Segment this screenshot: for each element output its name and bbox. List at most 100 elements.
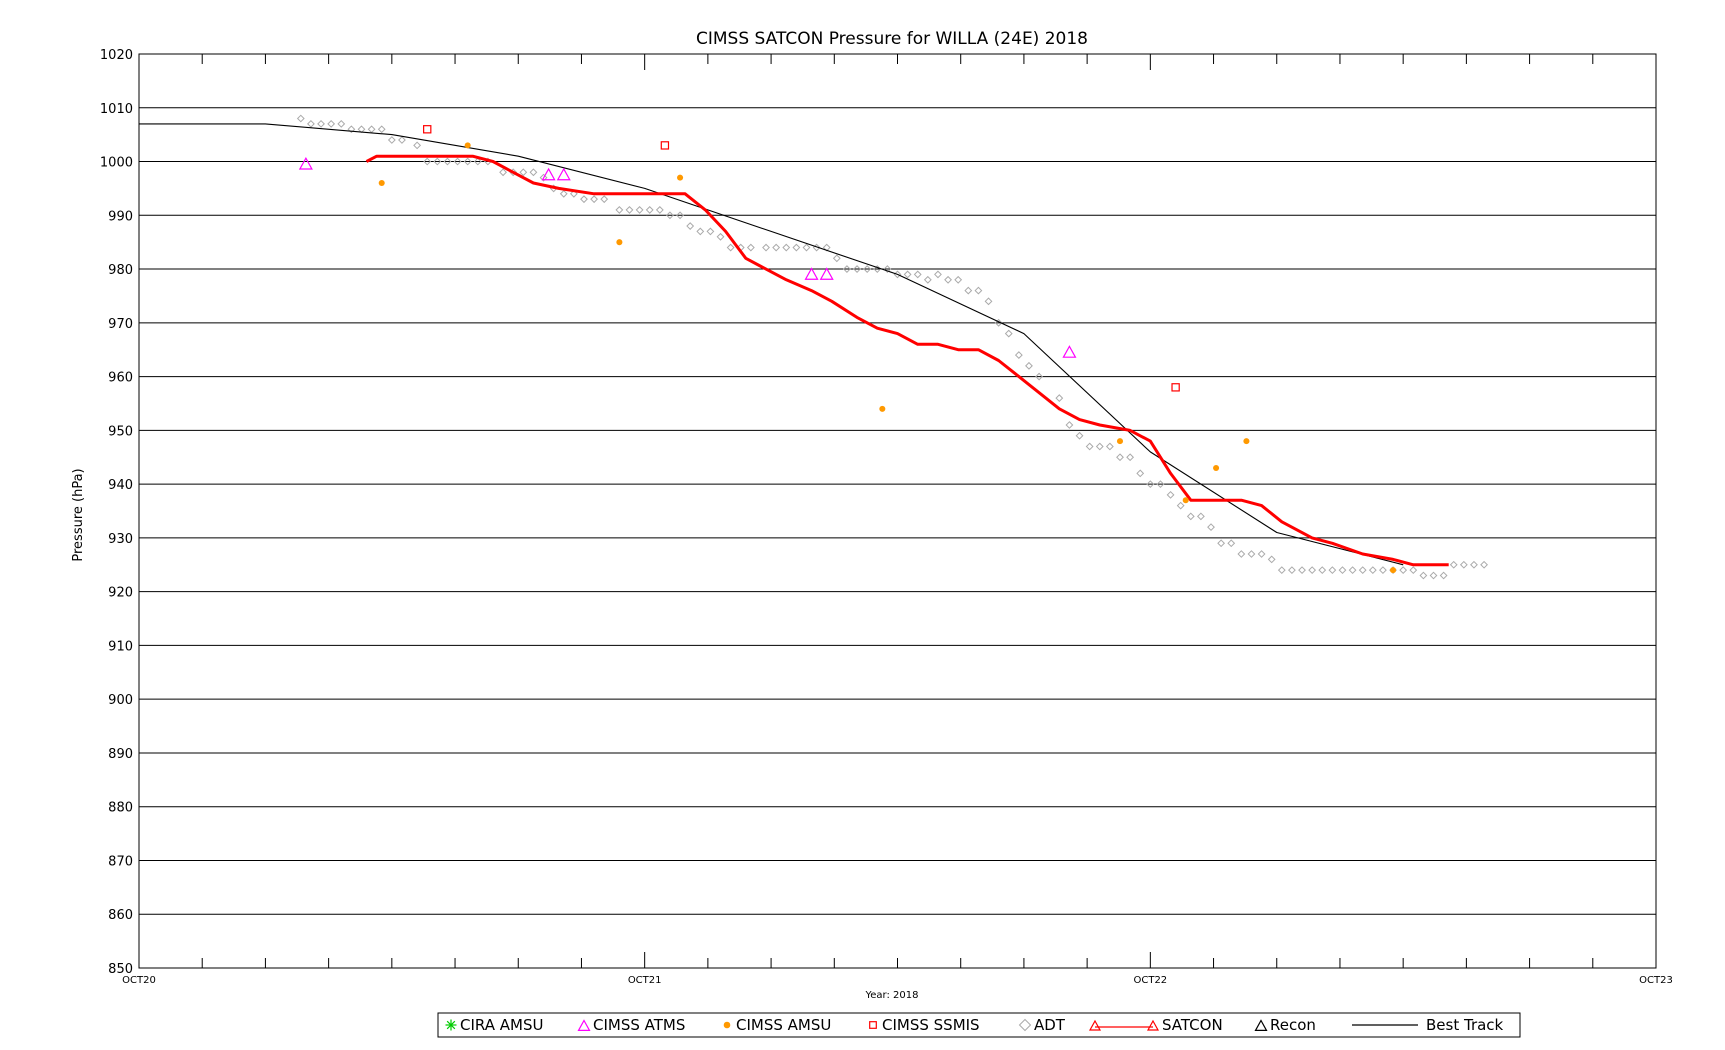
- data-point: [556, 167, 571, 181]
- data-point: [1136, 469, 1145, 478]
- data-point: [1217, 539, 1226, 548]
- series-cimss-amsu: [378, 142, 1397, 574]
- data-point: [580, 195, 588, 204]
- y-axis-label: Pressure (hPa): [71, 468, 86, 561]
- data-point: [853, 265, 861, 273]
- data-point: [676, 211, 684, 220]
- data-point: [473, 157, 482, 166]
- data-point: [1213, 464, 1220, 472]
- data-point: [1176, 501, 1185, 510]
- x-axis: OCT20 OCT21 OCT22 OCT23: [122, 54, 1673, 986]
- data-point: [1085, 442, 1094, 451]
- data-point: [1088, 1019, 1102, 1031]
- data-point: [590, 195, 599, 204]
- data-point: [1227, 539, 1236, 548]
- data-point: [317, 119, 325, 128]
- data-point: [746, 243, 755, 252]
- data-point: [843, 265, 851, 273]
- data-point: [1182, 497, 1189, 504]
- x-tick-label: OCT23: [1639, 975, 1673, 986]
- data-point: [974, 286, 983, 295]
- data-point: [1348, 566, 1357, 575]
- data-point: [445, 1019, 457, 1031]
- y-tick-label: 980: [108, 263, 133, 278]
- data-point: [1288, 566, 1296, 575]
- data-point: [1399, 566, 1408, 575]
- y-tick-label: 870: [108, 854, 133, 869]
- data-point: [569, 189, 578, 198]
- data-point: [625, 206, 634, 214]
- y-tick-label: 950: [108, 424, 133, 439]
- data-point: [433, 157, 442, 166]
- data-point: [666, 211, 674, 220]
- data-point: [1390, 567, 1397, 574]
- y-tick-label: 930: [108, 532, 133, 547]
- data-point: [1105, 442, 1114, 451]
- legend-label: CIMSS SSMIS: [882, 1016, 980, 1034]
- y-tick-label: 890: [108, 747, 133, 762]
- y-tick-label: 1000: [100, 156, 133, 171]
- data-point: [1247, 550, 1256, 558]
- data-point: [577, 1019, 591, 1031]
- x-tick-label: OCT20: [122, 975, 156, 986]
- data-point: [1409, 566, 1418, 575]
- data-point: [453, 157, 462, 166]
- y-tick-label: 920: [108, 586, 133, 601]
- series-best-track: [139, 123, 1404, 566]
- data-point: [1171, 383, 1180, 392]
- data-point: [1035, 372, 1043, 381]
- data-point: [1196, 512, 1205, 521]
- series-cimss-atms: [298, 156, 1077, 358]
- data-point: [772, 243, 781, 252]
- data-point: [723, 1021, 731, 1029]
- series-cimss-ssmis: [423, 125, 1180, 392]
- legend-item: CIMSS SSMIS: [869, 1016, 980, 1034]
- series-line: [365, 154, 1449, 567]
- data-point: [1379, 566, 1387, 575]
- data-point: [686, 222, 695, 230]
- legend-label: Best Track: [1426, 1016, 1504, 1034]
- data-point: [1018, 1018, 1032, 1032]
- legend-item: CIRA AMSU: [445, 1016, 543, 1034]
- data-point: [307, 119, 315, 128]
- data-point: [883, 265, 892, 273]
- data-point: [964, 286, 973, 295]
- data-point: [413, 141, 422, 150]
- data-point: [832, 254, 841, 263]
- data-point: [782, 243, 791, 252]
- data-point: [923, 275, 932, 284]
- data-point: [616, 239, 623, 246]
- series-layer: [139, 114, 1488, 580]
- data-point: [1126, 453, 1135, 462]
- legend-item: CIMSS AMSU: [723, 1016, 831, 1034]
- y-tick-label: 990: [108, 209, 133, 224]
- legend-box: [437, 1012, 1521, 1038]
- data-point: [1429, 571, 1438, 580]
- data-point: [802, 243, 811, 252]
- data-point: [559, 189, 568, 198]
- legend: CIRA AMSU CIMSS ATMS CIMSS AMSU CIMSS SSMIS…: [437, 1012, 1521, 1038]
- data-point: [1146, 1019, 1160, 1031]
- data-point: [1146, 480, 1155, 489]
- data-point: [398, 136, 406, 144]
- data-point: [726, 243, 735, 252]
- x-tick-label: OCT22: [1133, 975, 1167, 986]
- data-point: [879, 405, 886, 412]
- data-point: [944, 275, 952, 284]
- data-point: [716, 232, 725, 241]
- legend-item: SATCON: [1088, 1016, 1223, 1034]
- data-point: [1075, 431, 1084, 440]
- legend-label: CIMSS AMSU: [736, 1016, 831, 1034]
- data-point: [1025, 361, 1033, 370]
- data-point: [1014, 351, 1023, 359]
- data-point: [378, 180, 385, 187]
- data-point: [1419, 571, 1428, 580]
- data-point: [1267, 555, 1276, 564]
- data-point: [819, 267, 834, 280]
- data-point: [1449, 560, 1458, 569]
- data-point: [1298, 566, 1306, 575]
- data-point: [529, 168, 538, 177]
- data-point: [1065, 421, 1074, 429]
- data-point: [519, 168, 528, 177]
- data-point: [499, 168, 507, 177]
